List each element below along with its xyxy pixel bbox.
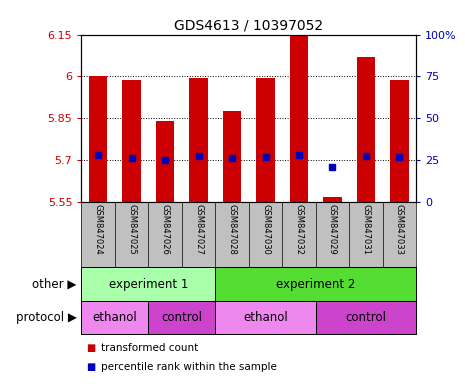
Text: GSM847033: GSM847033 bbox=[395, 204, 404, 255]
Text: ethanol: ethanol bbox=[243, 311, 288, 324]
Text: experiment 1: experiment 1 bbox=[109, 278, 188, 291]
Bar bbox=[122, 81, 141, 202]
Text: GSM847025: GSM847025 bbox=[127, 204, 136, 254]
Text: GSM847031: GSM847031 bbox=[361, 204, 371, 255]
Bar bbox=[89, 76, 107, 202]
Text: GSM847028: GSM847028 bbox=[227, 204, 237, 255]
Bar bbox=[81, 267, 215, 301]
Text: other ▶: other ▶ bbox=[33, 278, 77, 291]
Text: ■: ■ bbox=[86, 362, 95, 372]
Title: GDS4613 / 10397052: GDS4613 / 10397052 bbox=[174, 18, 323, 32]
Text: GSM847027: GSM847027 bbox=[194, 204, 203, 255]
Bar bbox=[81, 301, 148, 334]
Text: protocol ▶: protocol ▶ bbox=[16, 311, 77, 324]
Text: GSM847032: GSM847032 bbox=[294, 204, 304, 255]
Text: transformed count: transformed count bbox=[101, 343, 199, 353]
Bar bbox=[390, 79, 409, 202]
Text: control: control bbox=[345, 311, 386, 324]
Text: GSM847029: GSM847029 bbox=[328, 204, 337, 254]
Text: ■: ■ bbox=[86, 343, 95, 353]
Bar bbox=[223, 111, 241, 202]
Text: GSM847024: GSM847024 bbox=[93, 204, 103, 254]
Bar bbox=[156, 121, 174, 202]
Text: percentile rank within the sample: percentile rank within the sample bbox=[101, 362, 277, 372]
Bar bbox=[357, 57, 375, 202]
Bar bbox=[189, 78, 208, 202]
Bar bbox=[215, 301, 316, 334]
Bar bbox=[148, 301, 215, 334]
Bar bbox=[316, 301, 416, 334]
Text: control: control bbox=[161, 311, 202, 324]
Bar bbox=[215, 267, 416, 301]
Text: GSM847026: GSM847026 bbox=[160, 204, 170, 255]
Bar bbox=[256, 78, 275, 202]
Text: GSM847030: GSM847030 bbox=[261, 204, 270, 255]
Text: experiment 2: experiment 2 bbox=[276, 278, 355, 291]
Bar bbox=[290, 36, 308, 202]
Bar bbox=[323, 197, 342, 202]
Text: ethanol: ethanol bbox=[93, 311, 137, 324]
